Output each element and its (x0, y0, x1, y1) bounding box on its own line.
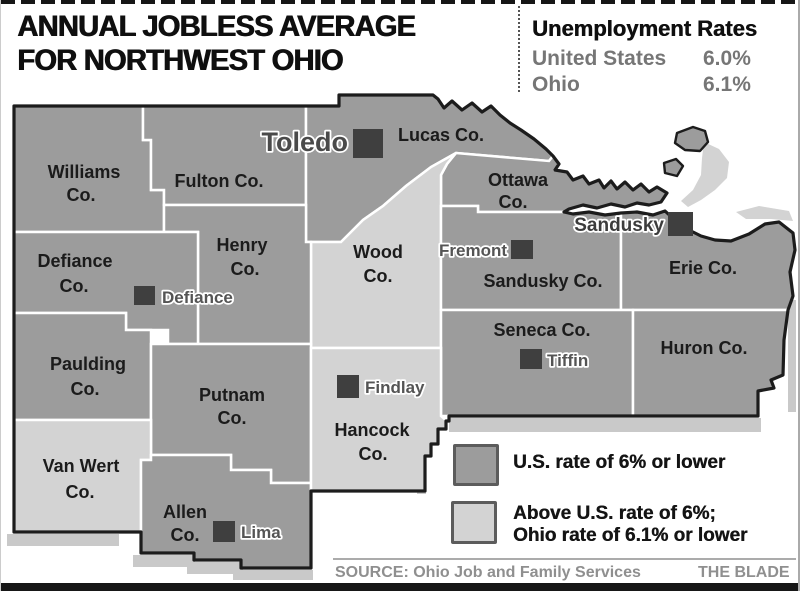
county-label-hancock: Hancock (334, 420, 410, 440)
publisher-credit: THE BLADE (698, 564, 790, 581)
map-shadow (449, 418, 761, 432)
legend-label-above-us-line1: Above U.S. rate of 6%; (513, 503, 716, 524)
county-shape-huron (631, 308, 790, 418)
map-shadow (7, 534, 119, 546)
county-label-henry: Henry (216, 235, 267, 255)
county-label-henry-2: Co. (231, 259, 260, 279)
fremont-marker-icon (511, 240, 533, 259)
map-shadow (233, 570, 313, 580)
source-credit: SOURCE: Ohio Job and Family Services (335, 564, 641, 581)
county-label-wood-2: Co. (364, 266, 393, 286)
footer-rule (333, 558, 796, 560)
county-shape-van-wert (12, 418, 153, 534)
county-label-van-wert: Van Wert (43, 456, 120, 476)
page-title: ANNUAL JOBLESS AVERAGE FOR NORTHWEST OHI… (17, 10, 502, 78)
county-label-lucas: Lucas Co. (398, 125, 484, 145)
region-outline (12, 93, 797, 570)
page-title-line2: FOR NORTHWEST OHIO (17, 44, 343, 77)
rate-value-ohio: 6.1% (703, 73, 751, 96)
map-shadow (187, 562, 243, 574)
county-label-ottawa-2: Co. (499, 192, 528, 212)
rate-label-united-states: United States (532, 47, 667, 70)
county-label-hancock-2: Co. (359, 444, 388, 464)
rate-value-united-states: 6.0% (703, 47, 751, 70)
defiance-marker-icon (134, 286, 155, 305)
city-label-lima: Lima (241, 523, 281, 542)
island-shape-small (662, 157, 685, 178)
city-label-toledo: Toledo (262, 127, 348, 157)
rates-box-title: Unemployment Rates (532, 16, 757, 41)
map-shadow (133, 555, 195, 567)
city-label-sandusky: Sandusky (574, 215, 664, 236)
county-label-sandusky: Sandusky Co. (483, 271, 602, 291)
toledo-marker-icon (353, 129, 383, 158)
rate-label-ohio: Ohio (532, 73, 580, 96)
sandusky-marker-icon (668, 212, 693, 236)
county-label-putnam: Putnam (199, 385, 265, 405)
city-label-fremont: Fremont (439, 241, 507, 260)
header-divider (518, 6, 520, 92)
findlay-marker-icon (337, 375, 359, 398)
legend-swatch-us-rate-or-lower (453, 444, 499, 486)
county-label-allen-2: Co. (171, 525, 200, 545)
legend-label-above-us-line2: Ohio rate of 6.1% or lower (513, 525, 748, 546)
lima-marker-icon (213, 521, 235, 542)
map-shadow (788, 300, 796, 412)
county-label-williams-2: Co. (67, 185, 96, 205)
county-label-paulding: Paulding (50, 354, 126, 374)
county-label-van-wert-2: Co. (66, 482, 95, 502)
legend-label-us-rate: U.S. rate of 6% or lower (513, 452, 726, 473)
bottom-border-bar (1, 583, 798, 591)
county-shape-wood (309, 151, 457, 350)
city-label-tiffin: Tiffin (547, 351, 588, 370)
county-label-ottawa: Ottawa (488, 170, 549, 190)
top-dashed-border (1, 0, 798, 4)
county-label-allen: Allen (163, 502, 207, 522)
tiffin-marker-icon (520, 349, 542, 369)
county-label-erie: Erie Co. (669, 258, 737, 278)
county-label-defiance: Defiance (37, 251, 112, 271)
legend-swatch-above-us-rate (451, 501, 497, 544)
county-label-williams: Williams (48, 162, 121, 182)
county-label-defiance-2: Co. (60, 276, 89, 296)
county-label-seneca: Seneca Co. (493, 320, 590, 340)
city-label-defiance: Defiance (162, 288, 233, 307)
shore-spit-shape (736, 206, 793, 221)
county-label-fulton: Fulton Co. (175, 171, 264, 191)
city-label-findlay: Findlay (365, 378, 425, 397)
county-label-huron: Huron Co. (661, 338, 748, 358)
county-label-wood: Wood (353, 242, 403, 262)
page-title-line1: ANNUAL JOBLESS AVERAGE (17, 10, 416, 43)
island-shape-large (673, 125, 710, 153)
lake-shoal-shape (681, 142, 729, 207)
county-label-putnam-2: Co. (218, 408, 247, 428)
county-label-paulding-2: Co. (71, 379, 100, 399)
